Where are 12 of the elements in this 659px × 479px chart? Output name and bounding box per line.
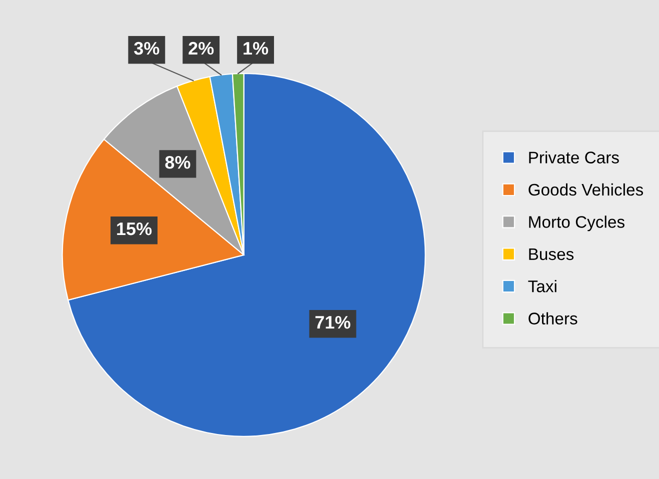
legend-label: Taxi <box>528 280 556 292</box>
legend-label: Buses <box>529 248 574 260</box>
legend-label: Private Cars <box>529 151 619 164</box>
legend-label: Morto Cycles <box>529 216 624 232</box>
data-label: 1% <box>244 42 268 55</box>
data-label: 71% <box>315 316 350 329</box>
data-label: 2% <box>188 42 214 55</box>
legend-label: Goods Vehicles <box>528 183 644 196</box>
data-label: 3% <box>134 42 160 55</box>
data-label: 15% <box>117 222 152 236</box>
legend-label: Others <box>528 312 578 324</box>
data-label: 8% <box>165 156 190 169</box>
